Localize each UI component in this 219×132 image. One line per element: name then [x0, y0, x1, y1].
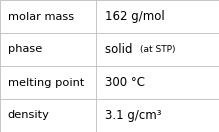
- Text: melting point: melting point: [8, 77, 84, 88]
- Text: molar mass: molar mass: [8, 11, 74, 22]
- Text: 300 °C: 300 °C: [105, 76, 145, 89]
- Text: 162 g/mol: 162 g/mol: [105, 10, 165, 23]
- Text: phase: phase: [8, 44, 42, 55]
- Text: 3.1 g/cm³: 3.1 g/cm³: [105, 109, 161, 122]
- Text: density: density: [8, 110, 49, 121]
- Text: solid: solid: [105, 43, 140, 56]
- Text: (at STP): (at STP): [140, 45, 175, 54]
